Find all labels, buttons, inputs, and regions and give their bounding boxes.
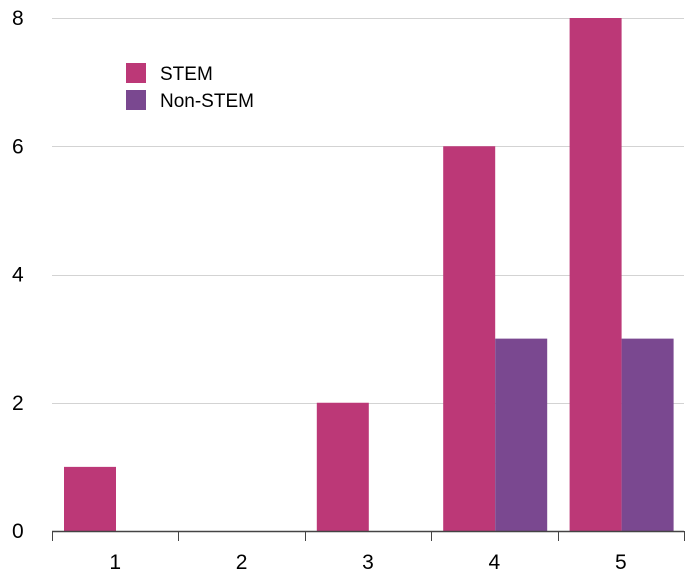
y-tick-label-8: 8 <box>12 7 24 30</box>
bar-stem-1 <box>64 466 116 531</box>
legend: STEM Non-STEM <box>126 63 254 112</box>
legend-label-non-stem: Non-STEM <box>160 91 254 112</box>
x-tick-labels: 1 2 3 4 5 <box>109 551 626 574</box>
bar-non-stem-4 <box>495 338 548 531</box>
x-tick-label-5: 5 <box>615 551 627 574</box>
legend-label-stem: STEM <box>160 64 213 85</box>
y-tick-label-0: 0 <box>12 520 24 543</box>
legend-swatch-non-stem <box>126 90 146 110</box>
x-tick-label-2: 2 <box>236 551 248 574</box>
bar-stem-3 <box>316 402 369 531</box>
bar-stem-4 <box>443 146 496 531</box>
bar-non-stem-5 <box>621 338 674 531</box>
y-tick-label-6: 6 <box>12 135 24 158</box>
y-tick-labels: 0 2 4 6 8 <box>12 7 24 543</box>
x-tick-label-3: 3 <box>362 551 374 574</box>
legend-swatch-stem <box>126 63 146 83</box>
bar-stem-5 <box>569 18 622 531</box>
bars <box>64 18 674 531</box>
x-tick-label-4: 4 <box>489 551 501 574</box>
y-tick-label-2: 2 <box>12 392 24 415</box>
y-tick-label-4: 4 <box>12 264 24 287</box>
axes <box>52 530 685 541</box>
x-tick-label-1: 1 <box>109 551 121 574</box>
